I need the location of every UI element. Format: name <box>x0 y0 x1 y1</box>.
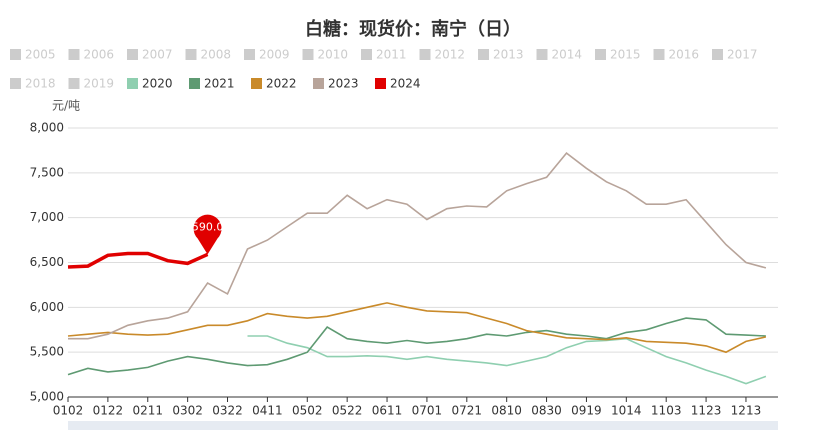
legend-item[interactable]: 2015 <box>595 48 641 62</box>
legend-label: 2018 <box>25 77 56 91</box>
legend-item[interactable]: 2012 <box>419 48 466 62</box>
y-tick-label: 7,500 <box>30 165 64 179</box>
legend-swatch <box>68 78 80 89</box>
y-tick-label: 6,500 <box>30 255 64 269</box>
legend-label: 2010 <box>318 48 349 62</box>
x-tick-label: 0830 <box>531 404 562 418</box>
x-tick-label: 1213 <box>731 404 762 418</box>
legend-swatch <box>419 49 431 60</box>
legend-item[interactable]: 2014 <box>536 48 583 62</box>
y-tick-label: 8,000 <box>30 121 64 135</box>
legend-label: 2022 <box>266 77 297 91</box>
legend-swatch <box>68 49 80 60</box>
legend-label: 2023 <box>328 77 359 91</box>
legend-item[interactable]: 2021 <box>189 77 235 91</box>
legend-item[interactable]: 2018 <box>10 77 56 91</box>
x-tick-label: 0211 <box>132 404 163 418</box>
data-label: 6590.00 <box>185 220 231 233</box>
y-tick-label: 6,000 <box>30 300 64 314</box>
x-tick-label: 1123 <box>691 404 722 418</box>
legend-item[interactable]: 2011 <box>361 48 407 62</box>
x-tick-label: 0919 <box>571 404 602 418</box>
legend-swatch <box>251 78 262 89</box>
label-pin <box>193 214 222 255</box>
x-tick-label: 0810 <box>491 404 522 418</box>
legend-label: 2007 <box>142 48 173 62</box>
x-tick-label: 1103 <box>651 404 682 418</box>
legend-item[interactable]: 2007 <box>127 48 173 62</box>
legend-swatch <box>653 49 665 60</box>
x-tick-label: 1014 <box>611 404 642 418</box>
series-line <box>247 335 767 385</box>
legend-item[interactable]: 2006 <box>68 48 115 62</box>
legend-item[interactable]: 2017 <box>712 48 758 62</box>
legend-label: 2019 <box>84 77 115 91</box>
y-tick-label: 7,000 <box>30 210 64 224</box>
y-tick-label: 5,500 <box>30 345 64 359</box>
legend-label: 2015 <box>610 48 641 62</box>
legend-item[interactable]: 2024 <box>375 77 421 91</box>
legend-item[interactable]: 2013 <box>478 48 524 62</box>
legend-item[interactable]: 2020 <box>127 77 173 91</box>
series-line <box>67 251 209 269</box>
legend-swatch <box>375 78 386 89</box>
legend-swatch <box>10 49 21 60</box>
legend-label: 2024 <box>390 77 421 91</box>
scrollbar[interactable] <box>68 421 778 430</box>
legend-label: 2020 <box>142 77 173 91</box>
legend-swatch <box>127 78 138 89</box>
series-line <box>68 151 767 340</box>
x-tick-label: 0701 <box>412 404 443 418</box>
legend-item[interactable]: 2005 <box>10 48 56 62</box>
legend-label: 2014 <box>552 48 583 62</box>
legend-item[interactable]: 2009 <box>244 48 290 62</box>
legend-item[interactable]: 2023 <box>313 77 359 91</box>
series-line <box>67 317 766 376</box>
legend-swatch <box>302 49 314 60</box>
legend-item[interactable]: 2010 <box>302 48 349 62</box>
legend-label: 2021 <box>204 77 235 91</box>
legend-swatch <box>595 49 606 60</box>
legend-label: 2008 <box>201 48 232 62</box>
legend-swatch <box>189 78 200 89</box>
legend-label: 2017 <box>727 48 758 62</box>
legend-swatch <box>313 78 324 89</box>
legend-label: 2006 <box>84 48 115 62</box>
x-tick-label: 0322 <box>212 404 243 418</box>
legend-label: 2005 <box>25 48 56 62</box>
legend-item[interactable]: 2022 <box>251 77 297 91</box>
x-tick-label: 0502 <box>292 404 323 418</box>
legend-label: 2009 <box>259 48 290 62</box>
y-tick-label: 5,000 <box>30 390 64 404</box>
x-tick-label: 0122 <box>93 404 124 418</box>
x-tick-label: 0721 <box>452 404 483 418</box>
series-line <box>67 302 767 354</box>
x-tick-label: 0611 <box>372 404 403 418</box>
legend-label: 2012 <box>435 48 466 62</box>
legend-swatch <box>478 49 489 60</box>
legend-item[interactable]: 2019 <box>68 77 115 91</box>
chart-title: 白糖：现货价：南宁（日） <box>305 18 521 40</box>
x-tick-label: 0302 <box>172 404 203 418</box>
legend-item[interactable]: 2008 <box>185 48 232 62</box>
legend-swatch <box>712 49 723 60</box>
x-tick-label: 0522 <box>332 404 363 418</box>
y-axis-label: 元/吨 <box>52 99 80 113</box>
legend-swatch <box>536 49 548 60</box>
legend-swatch <box>10 78 21 89</box>
legend-swatch <box>127 49 138 60</box>
legend-swatch <box>361 49 372 60</box>
legend-swatch <box>185 49 197 60</box>
legend-label: 2013 <box>493 48 524 62</box>
x-tick-label: 0411 <box>252 404 283 418</box>
legend-label: 2016 <box>669 48 700 62</box>
x-tick-label: 0102 <box>53 404 84 418</box>
legend-item[interactable]: 2016 <box>653 48 700 62</box>
legend-label: 2011 <box>376 48 407 62</box>
legend-swatch <box>244 49 255 60</box>
